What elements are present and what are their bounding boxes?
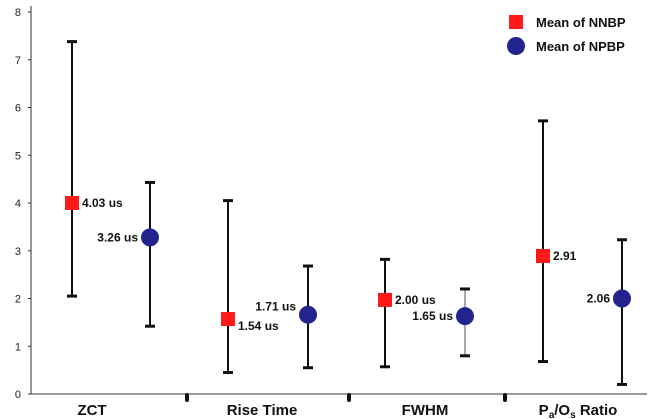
npbp-mean-marker xyxy=(141,228,159,247)
category-separator-mark xyxy=(503,393,507,402)
category-separator-mark xyxy=(185,393,189,402)
y-tick-label: 3 xyxy=(15,246,21,258)
npbp-value-label: 1.65 us xyxy=(412,309,453,323)
y-tick-label: 8 xyxy=(15,7,21,19)
npbp-value-label: 2.06 xyxy=(587,292,611,306)
nnbp-mean-marker xyxy=(65,196,79,210)
npbp-mean-marker xyxy=(299,305,317,324)
nnbp-value-label: 1.54 us xyxy=(238,319,279,333)
category-label: ZCT xyxy=(77,402,106,419)
legend-square-swatch xyxy=(509,15,523,29)
npbp-value-label: 3.26 us xyxy=(97,230,138,244)
nnbp-mean-marker xyxy=(378,292,392,307)
category-labels-layer: ZCT Rise Time FWHM Pa/Os Ratio xyxy=(77,402,617,419)
category-label: Pa/Os Ratio xyxy=(539,402,618,419)
legend-circle-swatch xyxy=(507,37,525,55)
legend-entry-label: Mean of NNBP xyxy=(536,15,626,30)
error-bars-layer xyxy=(67,40,627,386)
nnbp-value-label: 2.91 xyxy=(553,249,577,263)
y-tick-label: 7 xyxy=(15,55,21,67)
nnbp-value-label: 2.00 us xyxy=(395,293,436,307)
legend: Mean of NNBP Mean of NPBP xyxy=(507,15,626,55)
data-labels-layer: 4.03 us 1.54 us 2.00 us 2.91 3.26 us 1.71 us 1… xyxy=(82,196,610,333)
legend-entry-label: Mean of NPBP xyxy=(536,39,625,54)
category-separator-mark xyxy=(347,393,351,402)
nnbp-value-label: 4.03 us xyxy=(82,196,123,210)
axes-layer xyxy=(30,6,647,402)
npbp-mean-marker xyxy=(613,289,631,308)
y-tick-label: 6 xyxy=(15,103,21,115)
category-label: FWHM xyxy=(402,402,449,419)
y-tick-label: 0 xyxy=(15,389,21,401)
category-label: Rise Time xyxy=(227,402,298,419)
y-ticks-layer: 0 1 2 3 4 5 6 7 8 xyxy=(15,7,31,401)
y-tick-label: 1 xyxy=(15,341,21,353)
npbp-value-label: 1.71 us xyxy=(255,300,296,314)
nnbp-mean-marker xyxy=(221,312,235,327)
nnbp-mean-marker xyxy=(536,249,550,264)
markers-layer xyxy=(65,196,631,327)
y-tick-label: 4 xyxy=(15,198,21,210)
y-tick-label: 5 xyxy=(15,150,21,162)
npbp-mean-marker xyxy=(456,307,474,326)
y-tick-label: 2 xyxy=(15,294,21,306)
